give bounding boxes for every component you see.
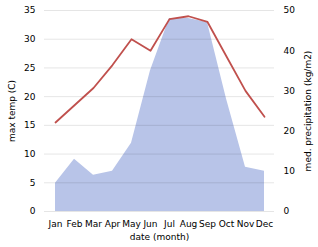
svg-text:Oct: Oct [219,219,235,229]
svg-text:Mar: Mar [85,219,102,229]
svg-text:0: 0 [30,206,36,216]
svg-text:30: 30 [284,86,296,96]
svg-text:20: 20 [24,92,36,102]
svg-text:15: 15 [24,120,35,130]
svg-text:med. precipitation (kg/m2): med. precipitation (kg/m2) [303,51,313,172]
svg-text:20: 20 [284,126,296,136]
svg-text:Aug: Aug [180,219,198,229]
svg-text:25: 25 [24,63,35,73]
svg-text:Feb: Feb [67,219,83,229]
svg-text:30: 30 [24,34,36,44]
svg-text:Jun: Jun [142,219,157,229]
svg-text:Jul: Jul [163,219,175,229]
svg-text:35: 35 [24,5,35,15]
svg-text:10: 10 [24,149,36,159]
svg-text:Jan: Jan [48,219,63,229]
svg-text:50: 50 [284,5,296,15]
svg-text:40: 40 [284,46,296,56]
svg-text:date (month): date (month) [130,232,189,242]
svg-text:0: 0 [284,206,290,216]
svg-text:10: 10 [284,166,296,176]
svg-text:max temp (C): max temp (C) [7,80,17,142]
svg-text:Dec: Dec [256,219,273,229]
svg-text:Sep: Sep [199,219,216,229]
svg-text:Nov: Nov [237,219,255,229]
svg-text:Apr: Apr [105,219,121,229]
svg-text:5: 5 [30,178,36,188]
svg-text:May: May [122,219,141,229]
